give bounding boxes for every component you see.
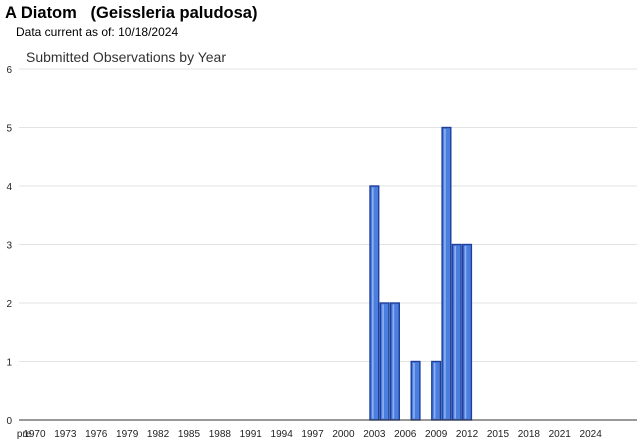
x-tick-label: 2000: [332, 429, 355, 440]
x-tick-label: 1985: [178, 429, 201, 440]
x-tick-label: 2012: [456, 429, 479, 440]
bar-2004: [379, 302, 390, 421]
bar-2012: [462, 243, 473, 421]
x-tick-label: 1979: [116, 429, 139, 440]
data-currency-date: 10/18/2024: [118, 25, 179, 39]
bar-2003: [369, 185, 380, 421]
chart-title: Submitted Observations by Year: [26, 49, 227, 65]
bars: [369, 126, 473, 421]
bar-highlight: [433, 363, 436, 419]
x-tick-label: 2018: [518, 429, 541, 440]
bar-2005: [389, 302, 401, 421]
bar-highlight: [464, 246, 467, 419]
x-tick-label: 1970: [23, 429, 46, 440]
x-tick-label: 1976: [85, 429, 108, 440]
x-tick-label: 2024: [580, 429, 603, 440]
data-currency-line: Data current as of: 10/18/2024: [16, 25, 178, 39]
bar-highlight: [382, 304, 384, 419]
bar-highlight: [372, 187, 374, 419]
x-tick-label: 1982: [147, 429, 170, 440]
bar-highlight: [444, 129, 446, 419]
y-axis-ticks: 0 1 2 3 4 5 6: [6, 65, 12, 427]
bar-highlight: [392, 304, 395, 419]
y-tick-label: 3: [6, 241, 12, 252]
bar-highlight: [454, 246, 456, 419]
y-tick-label: 4: [6, 182, 12, 193]
x-tick-label: 2006: [394, 429, 417, 440]
y-tick-label: 1: [6, 358, 12, 369]
bar-highlight: [413, 363, 415, 419]
grid-lines: [19, 68, 637, 362]
x-tick-label: 2003: [363, 429, 386, 440]
bar-2010: [441, 126, 452, 421]
x-tick-label: 2009: [425, 429, 448, 440]
x-tick-label: 1988: [209, 429, 232, 440]
x-tick-label: 1973: [54, 429, 77, 440]
bar-2011: [451, 243, 462, 421]
page-title: A Diatom (Geissleria paludosa): [5, 4, 258, 22]
x-tick-label: 1997: [301, 429, 324, 440]
y-tick-label: 6: [6, 65, 12, 76]
y-tick-label: 5: [6, 124, 12, 135]
x-tick-label: 2021: [549, 429, 572, 440]
x-tick-label: pre: [17, 429, 32, 440]
bar-2007: [410, 360, 421, 421]
y-tick-label: 2: [6, 299, 12, 310]
x-tick-label: 2015: [487, 429, 510, 440]
x-tick-label: 1994: [271, 429, 294, 440]
x-tick-label: 1991: [240, 429, 263, 440]
bar-2009: [431, 360, 442, 421]
data-currency-label: Data current as of:: [16, 25, 115, 39]
y-tick-label: 0: [6, 416, 12, 427]
